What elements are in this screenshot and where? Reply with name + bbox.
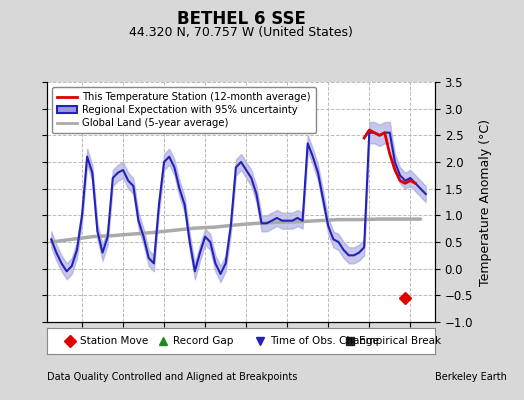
Text: Time of Obs. Change: Time of Obs. Change [270, 336, 379, 346]
Text: Record Gap: Record Gap [173, 336, 234, 346]
Text: Data Quality Controlled and Aligned at Breakpoints: Data Quality Controlled and Aligned at B… [47, 372, 298, 382]
Legend: This Temperature Station (12-month average), Regional Expectation with 95% uncer: This Temperature Station (12-month avera… [52, 87, 315, 133]
Text: 44.320 N, 70.757 W (United States): 44.320 N, 70.757 W (United States) [129, 26, 353, 39]
Text: Empirical Break: Empirical Break [359, 336, 441, 346]
Text: Station Move: Station Move [80, 336, 148, 346]
Text: BETHEL 6 SSE: BETHEL 6 SSE [177, 10, 305, 28]
Text: Berkeley Earth: Berkeley Earth [435, 372, 507, 382]
Y-axis label: Temperature Anomaly (°C): Temperature Anomaly (°C) [479, 118, 492, 286]
